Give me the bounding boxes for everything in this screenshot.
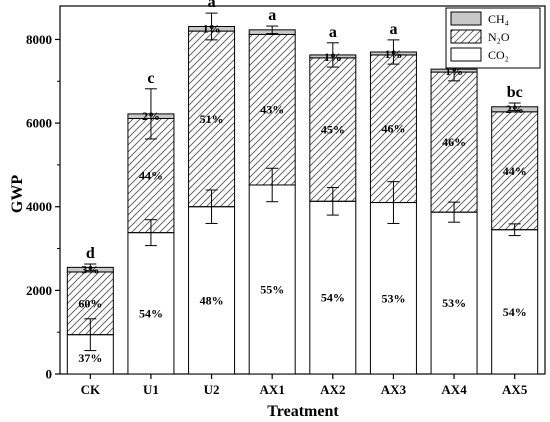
significance-AX1: a xyxy=(268,7,276,24)
y-tick-label-4000: 4000 xyxy=(26,199,52,214)
significance-CK: d xyxy=(86,245,95,262)
pct-label-AX4-CO₂: 53% xyxy=(442,296,466,310)
x-tick-label-AX1: AX1 xyxy=(260,382,285,397)
pct-label-AX2-N₂O: 45% xyxy=(321,123,345,137)
legend-label-CO₂: CO₂ xyxy=(488,48,509,62)
bar-AX3-N₂O xyxy=(369,54,417,204)
bar-AX5-CO₂ xyxy=(491,229,539,375)
error-bars xyxy=(84,12,521,352)
pct-label-U2-N₂O: 51% xyxy=(200,112,224,126)
plot-border xyxy=(59,5,546,375)
x-tick-label-CK: CK xyxy=(81,382,101,397)
pct-label-AX5-CO₂: 54% xyxy=(503,305,527,319)
bar-AX1-CO₂ xyxy=(248,184,296,375)
y-tick-label-8000: 8000 xyxy=(26,32,52,47)
bar-AX2-CO₂ xyxy=(309,200,357,375)
significance-AX3: a xyxy=(389,21,397,38)
legend: CH₄ N₂O CO₂ xyxy=(445,7,541,69)
x-tick-label-AX5: AX5 xyxy=(502,382,528,397)
x-tick-label-AX4: AX4 xyxy=(441,382,467,397)
x-tick-label-U2: U2 xyxy=(204,382,220,397)
legend-swatch-CH₄ xyxy=(450,11,482,26)
y-axis: 0 2000 4000 6000 8000 xyxy=(26,32,60,382)
pct-label-AX3-N₂O: 46% xyxy=(381,122,405,136)
bar-U2-CO₂ xyxy=(188,206,236,375)
y-tick-label-0: 0 xyxy=(46,367,53,382)
pct-label-AX3-CO₂: 53% xyxy=(381,291,405,305)
y-axis-title: GWP xyxy=(9,175,26,213)
pct-label-U2-CO₂: 48% xyxy=(200,293,224,307)
bars xyxy=(66,25,539,375)
x-axis: CK U1 U2 AX1 AX2 AX3 AX4 AX5 xyxy=(81,374,528,397)
bar-U1-CO₂ xyxy=(127,232,175,375)
significance-U2: a xyxy=(208,0,216,11)
legend-label-N₂O: N₂O xyxy=(488,30,510,44)
y-tick-label-6000: 6000 xyxy=(26,116,52,131)
significance-AX5: bc xyxy=(507,84,523,101)
legend-label-CH₄: CH₄ xyxy=(488,12,509,26)
y-tick-label-2000: 2000 xyxy=(26,283,52,298)
pct-label-AX5-N₂O: 44% xyxy=(503,164,527,178)
significance-U1: c xyxy=(147,70,154,87)
bar-AX5-N₂O xyxy=(491,111,539,231)
pct-label-CK-N₂O: 60% xyxy=(78,296,102,310)
bar-AX4-CO₂ xyxy=(430,211,478,375)
pct-label-U1-N₂O: 44% xyxy=(139,169,163,183)
plot-frame xyxy=(59,5,546,375)
pct-label-CK-CO₂: 37% xyxy=(78,351,102,365)
x-tick-label-AX3: AX3 xyxy=(381,382,407,397)
x-tick-label-AX2: AX2 xyxy=(320,382,345,397)
x-axis-title: Treatment xyxy=(267,403,339,420)
x-tick-label-U1: U1 xyxy=(143,382,159,397)
bar-AX4-N₂O xyxy=(430,71,478,213)
bar-AX3-CO₂ xyxy=(369,202,417,375)
pct-label-AX1-N₂O: 43% xyxy=(260,103,284,117)
legend-swatch-CO₂ xyxy=(450,47,482,62)
legend-swatch-N₂O xyxy=(450,29,482,44)
pct-label-AX2-CO₂: 54% xyxy=(321,291,345,305)
significance-AX2: a xyxy=(329,24,337,41)
pct-label-AX1-CO₂: 55% xyxy=(260,282,284,296)
pct-label-U1-CO₂: 54% xyxy=(139,306,163,320)
pct-label-AX4-N₂O: 46% xyxy=(442,135,466,149)
